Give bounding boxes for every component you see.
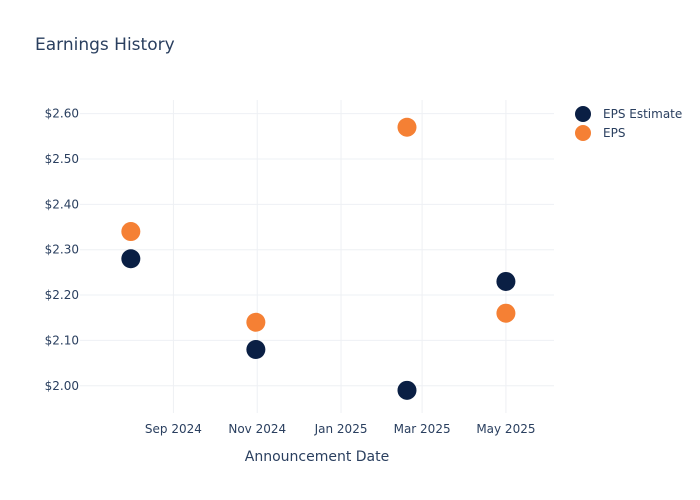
eps-estimate-point[interactable]: [121, 249, 141, 269]
y-tick-label: $2.10: [45, 333, 79, 347]
x-axis-ticks: Sep 2024 Nov 2024 Jan 2025 Mar 2025 May 2025: [145, 422, 536, 436]
eps-point[interactable]: [121, 222, 141, 242]
legend[interactable]: EPS Estimate EPS: [575, 106, 682, 141]
x-axis-title: Announcement Date: [245, 449, 389, 465]
eps-point[interactable]: [397, 117, 417, 137]
eps-estimate-point[interactable]: [246, 339, 266, 359]
y-tick-label: $2.60: [45, 107, 79, 121]
data-points: [121, 117, 516, 400]
grid-lines: [80, 100, 554, 413]
x-tick-label: Sep 2024: [145, 422, 202, 436]
legend-label: EPS: [603, 126, 625, 140]
x-tick-label: May 2025: [476, 422, 535, 436]
legend-item-eps-estimate[interactable]: EPS Estimate: [575, 106, 682, 122]
legend-marker: [575, 125, 591, 141]
y-tick-label: $2.40: [45, 197, 79, 211]
eps-estimate-point[interactable]: [496, 271, 516, 291]
eps-point[interactable]: [246, 312, 266, 332]
legend-item-eps[interactable]: EPS: [575, 125, 625, 141]
legend-marker: [575, 106, 591, 122]
y-tick-label: $2.00: [45, 379, 79, 393]
x-tick-label: Nov 2024: [228, 422, 286, 436]
chart-title: Earnings History: [35, 35, 175, 55]
eps-estimate-point[interactable]: [397, 380, 417, 400]
eps-point[interactable]: [496, 303, 516, 323]
x-tick-label: Jan 2025: [314, 422, 368, 436]
y-tick-label: $2.50: [45, 152, 79, 166]
legend-label: EPS Estimate: [603, 107, 682, 121]
y-axis-ticks: $2.00 $2.10 $2.20 $2.30 $2.40 $2.50 $2.60: [45, 107, 79, 393]
x-tick-label: Mar 2025: [394, 422, 451, 436]
y-tick-label: $2.20: [45, 288, 79, 302]
y-tick-label: $2.30: [45, 243, 79, 257]
